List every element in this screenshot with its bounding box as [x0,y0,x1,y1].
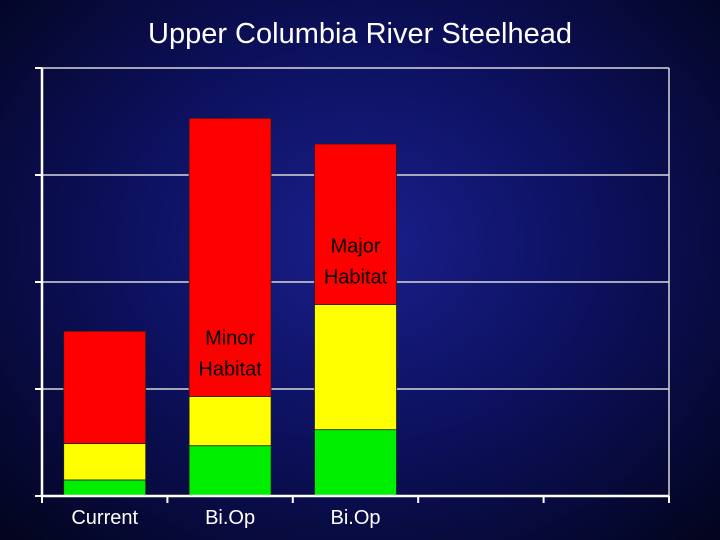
labels: Current Bi.Op Bi.Op Minor Habitat Major Habita… [71,235,387,529]
bar-annotation: Major Habitat [324,235,388,288]
bars [63,117,397,497]
bar-annotation-line: Habitat [198,358,262,380]
bar-annotation: Minor Habitat [198,327,262,380]
bar-segment [314,143,397,305]
bar-segment [314,429,397,497]
axes [35,67,670,503]
bar-segment [63,443,147,481]
bar-segment [63,479,147,497]
x-tick-label: Bi.Op [205,507,255,529]
x-tick-label: Current [71,507,138,529]
bar-annotation-line: Major [330,235,380,257]
bar-segment [188,396,272,447]
chart-title: Upper Columbia River Steelhead [148,18,572,50]
bar-annotation-line: Minor [205,327,255,349]
bar-annotation-line: Habitat [324,266,388,288]
x-tick-label: Bi.Op [330,507,380,529]
bar-segment [63,330,147,444]
bar-segment [314,304,397,431]
bar-segment [188,445,272,497]
bar-segment [188,117,272,397]
